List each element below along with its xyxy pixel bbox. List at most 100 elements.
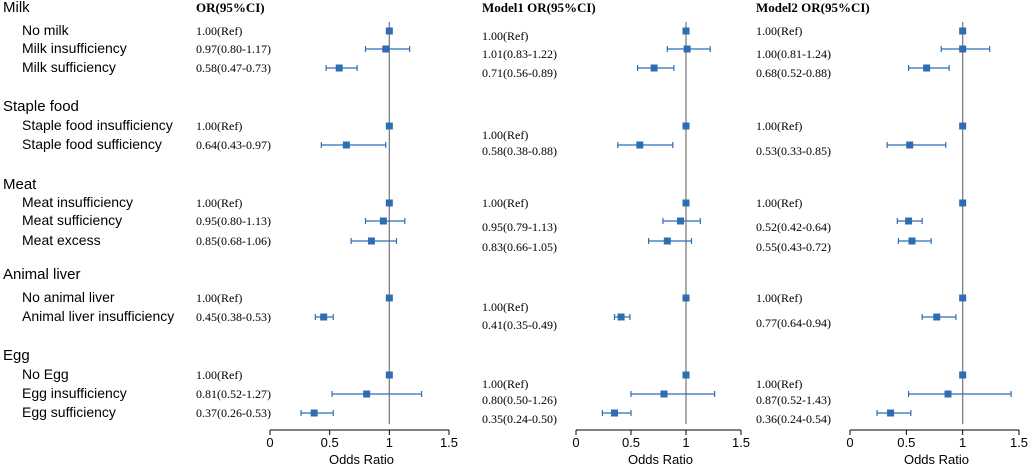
point-estimate <box>363 390 371 398</box>
estimate-label: 1.00(Ref) <box>482 377 528 391</box>
x-tick-label: 1.5 <box>440 435 458 450</box>
point-estimate <box>660 390 668 398</box>
point-estimate <box>683 45 691 53</box>
point-estimate <box>611 409 618 417</box>
estimate-label: 1.00(Ref) <box>756 291 802 305</box>
estimate-label: 0.68(0.52-0.88) <box>756 66 831 80</box>
estimate-label: 0.80(0.50-1.26) <box>482 393 557 407</box>
row-label: Milk insufficiency <box>22 40 127 56</box>
point-estimate <box>320 313 328 321</box>
x-tick-label: 1 <box>682 435 689 450</box>
estimate-label: 1.00(Ref) <box>482 196 528 210</box>
point-estimate <box>310 409 318 417</box>
estimate-label: 1.00(Ref) <box>756 196 802 210</box>
estimate-label: 0.85(0.68-1.06) <box>196 234 271 248</box>
group-heading: Milk <box>3 0 30 16</box>
x-axis-label: Odds Ratio <box>628 452 693 467</box>
point-estimate <box>959 294 967 302</box>
estimate-label: 1.01(0.83-1.22) <box>482 47 557 61</box>
point-estimate <box>617 313 625 321</box>
estimate-label: 0.52(0.42-0.64) <box>756 220 831 234</box>
row-label: Meat excess <box>22 232 101 248</box>
point-estimate <box>650 64 658 72</box>
point-estimate <box>906 141 914 149</box>
x-tick-label: 1.5 <box>1010 435 1028 450</box>
point-estimate <box>682 122 690 130</box>
estimate-label: 0.55(0.43-0.72) <box>756 240 831 254</box>
estimate-label: 1.00(Ref) <box>756 119 802 133</box>
row-label: No milk <box>22 22 70 38</box>
group-heading: Egg <box>3 347 30 364</box>
point-estimate <box>385 371 393 379</box>
x-tick-label: 0 <box>572 435 579 450</box>
row-label: Milk sufficiency <box>22 59 116 75</box>
estimate-label: 1.00(Ref) <box>756 24 802 38</box>
panel-title: Model1 OR(95%CI) <box>482 0 596 15</box>
point-estimate <box>944 390 952 398</box>
point-estimate <box>923 64 931 72</box>
estimate-label: 0.81(0.52-1.27) <box>196 387 271 401</box>
point-estimate <box>959 27 967 35</box>
estimate-label: 1.00(Ref) <box>196 368 242 382</box>
x-tick-label: 0.5 <box>622 435 640 450</box>
estimate-label: 0.45(0.38-0.53) <box>196 310 271 324</box>
point-estimate <box>385 122 393 130</box>
row-label: Meat sufficiency <box>22 212 122 228</box>
x-tick-label: 0.5 <box>897 435 915 450</box>
x-tick-label: 1.5 <box>732 435 750 450</box>
x-tick-label: 0 <box>266 435 273 450</box>
estimate-label: 0.71(0.56-0.89) <box>482 66 557 80</box>
point-estimate <box>682 199 690 207</box>
estimate-label: 0.95(0.80-1.13) <box>196 214 271 228</box>
group-heading: Animal liver <box>3 266 81 283</box>
estimate-label: 1.00(Ref) <box>196 24 242 38</box>
point-estimate <box>367 237 375 245</box>
estimate-label: 0.83(0.66-1.05) <box>482 240 557 254</box>
point-estimate <box>887 409 895 417</box>
estimate-label: 0.87(0.52-1.43) <box>756 393 831 407</box>
point-estimate <box>382 45 390 53</box>
point-estimate <box>342 141 350 149</box>
estimate-label: 0.95(0.79-1.13) <box>482 220 557 234</box>
point-estimate <box>905 217 913 225</box>
point-estimate <box>335 64 343 72</box>
x-axis-label: Odds Ratio <box>904 452 969 467</box>
point-estimate <box>385 27 393 35</box>
estimate-label: 1.00(Ref) <box>196 291 242 305</box>
estimate-label: 0.77(0.64-0.94) <box>756 316 831 330</box>
row-label: Egg sufficiency <box>22 404 116 420</box>
point-estimate <box>682 27 690 35</box>
estimate-label: 0.97(0.80-1.17) <box>196 42 271 56</box>
estimate-label: 0.58(0.38-0.88) <box>482 144 557 158</box>
x-tick-label: 1 <box>386 435 393 450</box>
row-label: Staple food sufficiency <box>22 136 162 152</box>
row-label: No Egg <box>22 366 69 382</box>
estimate-label: 0.41(0.35-0.49) <box>482 318 557 332</box>
row-label: No animal liver <box>22 289 115 305</box>
point-estimate <box>379 217 387 225</box>
estimate-label: 0.58(0.47-0.73) <box>196 61 271 75</box>
estimate-label: 1.00(Ref) <box>196 119 242 133</box>
point-estimate <box>677 217 684 225</box>
point-estimate <box>636 141 644 149</box>
panel-title: OR(95%CI) <box>196 0 265 15</box>
point-estimate <box>385 199 393 207</box>
group-heading: Meat <box>3 176 37 193</box>
point-estimate <box>682 371 690 379</box>
estimate-label: 1.00(Ref) <box>756 377 802 391</box>
point-estimate <box>959 199 967 207</box>
estimate-label: 0.64(0.43-0.97) <box>196 138 271 152</box>
estimate-label: 1.00(0.81-1.24) <box>756 47 831 61</box>
estimate-label: 1.00(Ref) <box>482 29 528 43</box>
panel-title: Model2 OR(95%CI) <box>756 0 870 15</box>
x-tick-label: 0.5 <box>321 435 339 450</box>
x-tick-label: 0 <box>846 435 853 450</box>
estimate-label: 1.00(Ref) <box>482 300 528 314</box>
point-estimate <box>385 294 393 302</box>
group-heading: Staple food <box>3 98 79 115</box>
point-estimate <box>959 122 967 130</box>
estimate-label: 0.53(0.33-0.85) <box>756 144 831 158</box>
point-estimate <box>959 45 967 53</box>
row-label: Staple food insufficiency <box>22 117 173 133</box>
